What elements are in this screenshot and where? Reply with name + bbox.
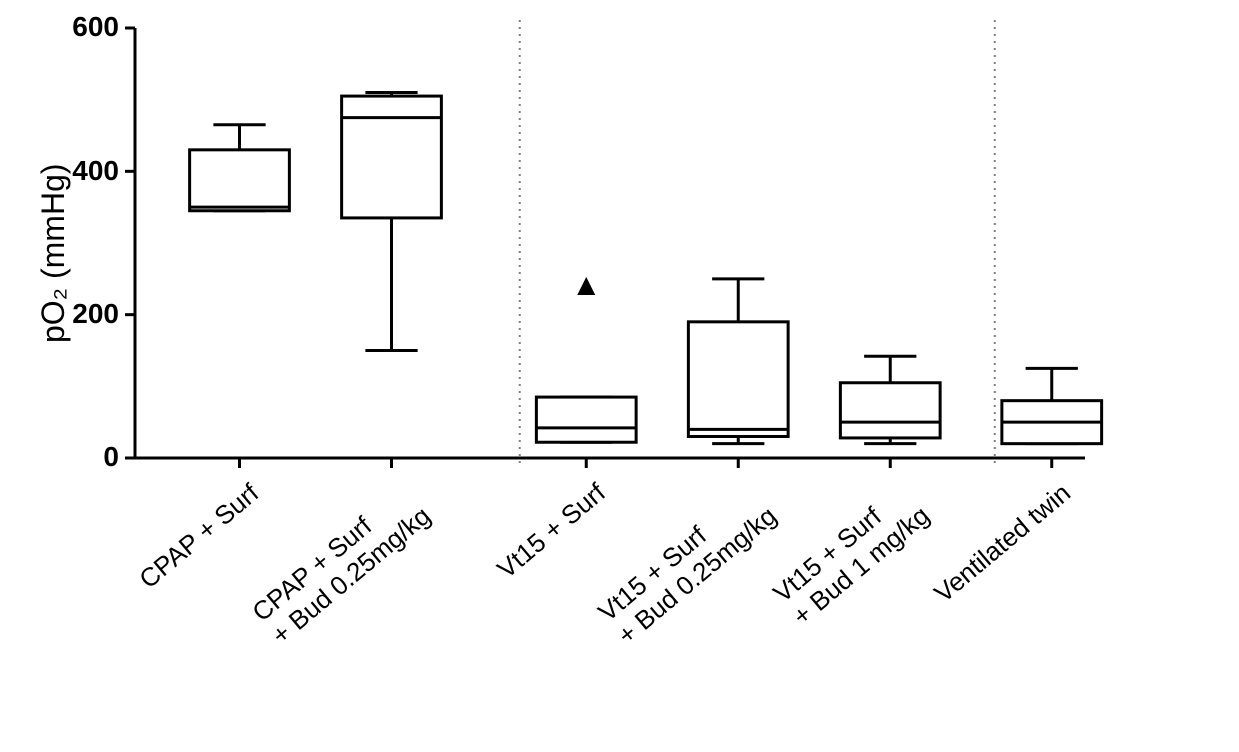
y-axis-label: pO₂ (mmHg) [35, 163, 72, 343]
ytick-label: 400 [72, 155, 119, 187]
ytick-label: 600 [72, 11, 119, 43]
chart-svg [0, 0, 1239, 752]
ytick-label: 200 [72, 298, 119, 330]
boxplot-chart: 0200400600pO₂ (mmHg)CPAP + SurfCPAP + Su… [0, 0, 1239, 752]
ytick-label: 0 [103, 441, 119, 473]
